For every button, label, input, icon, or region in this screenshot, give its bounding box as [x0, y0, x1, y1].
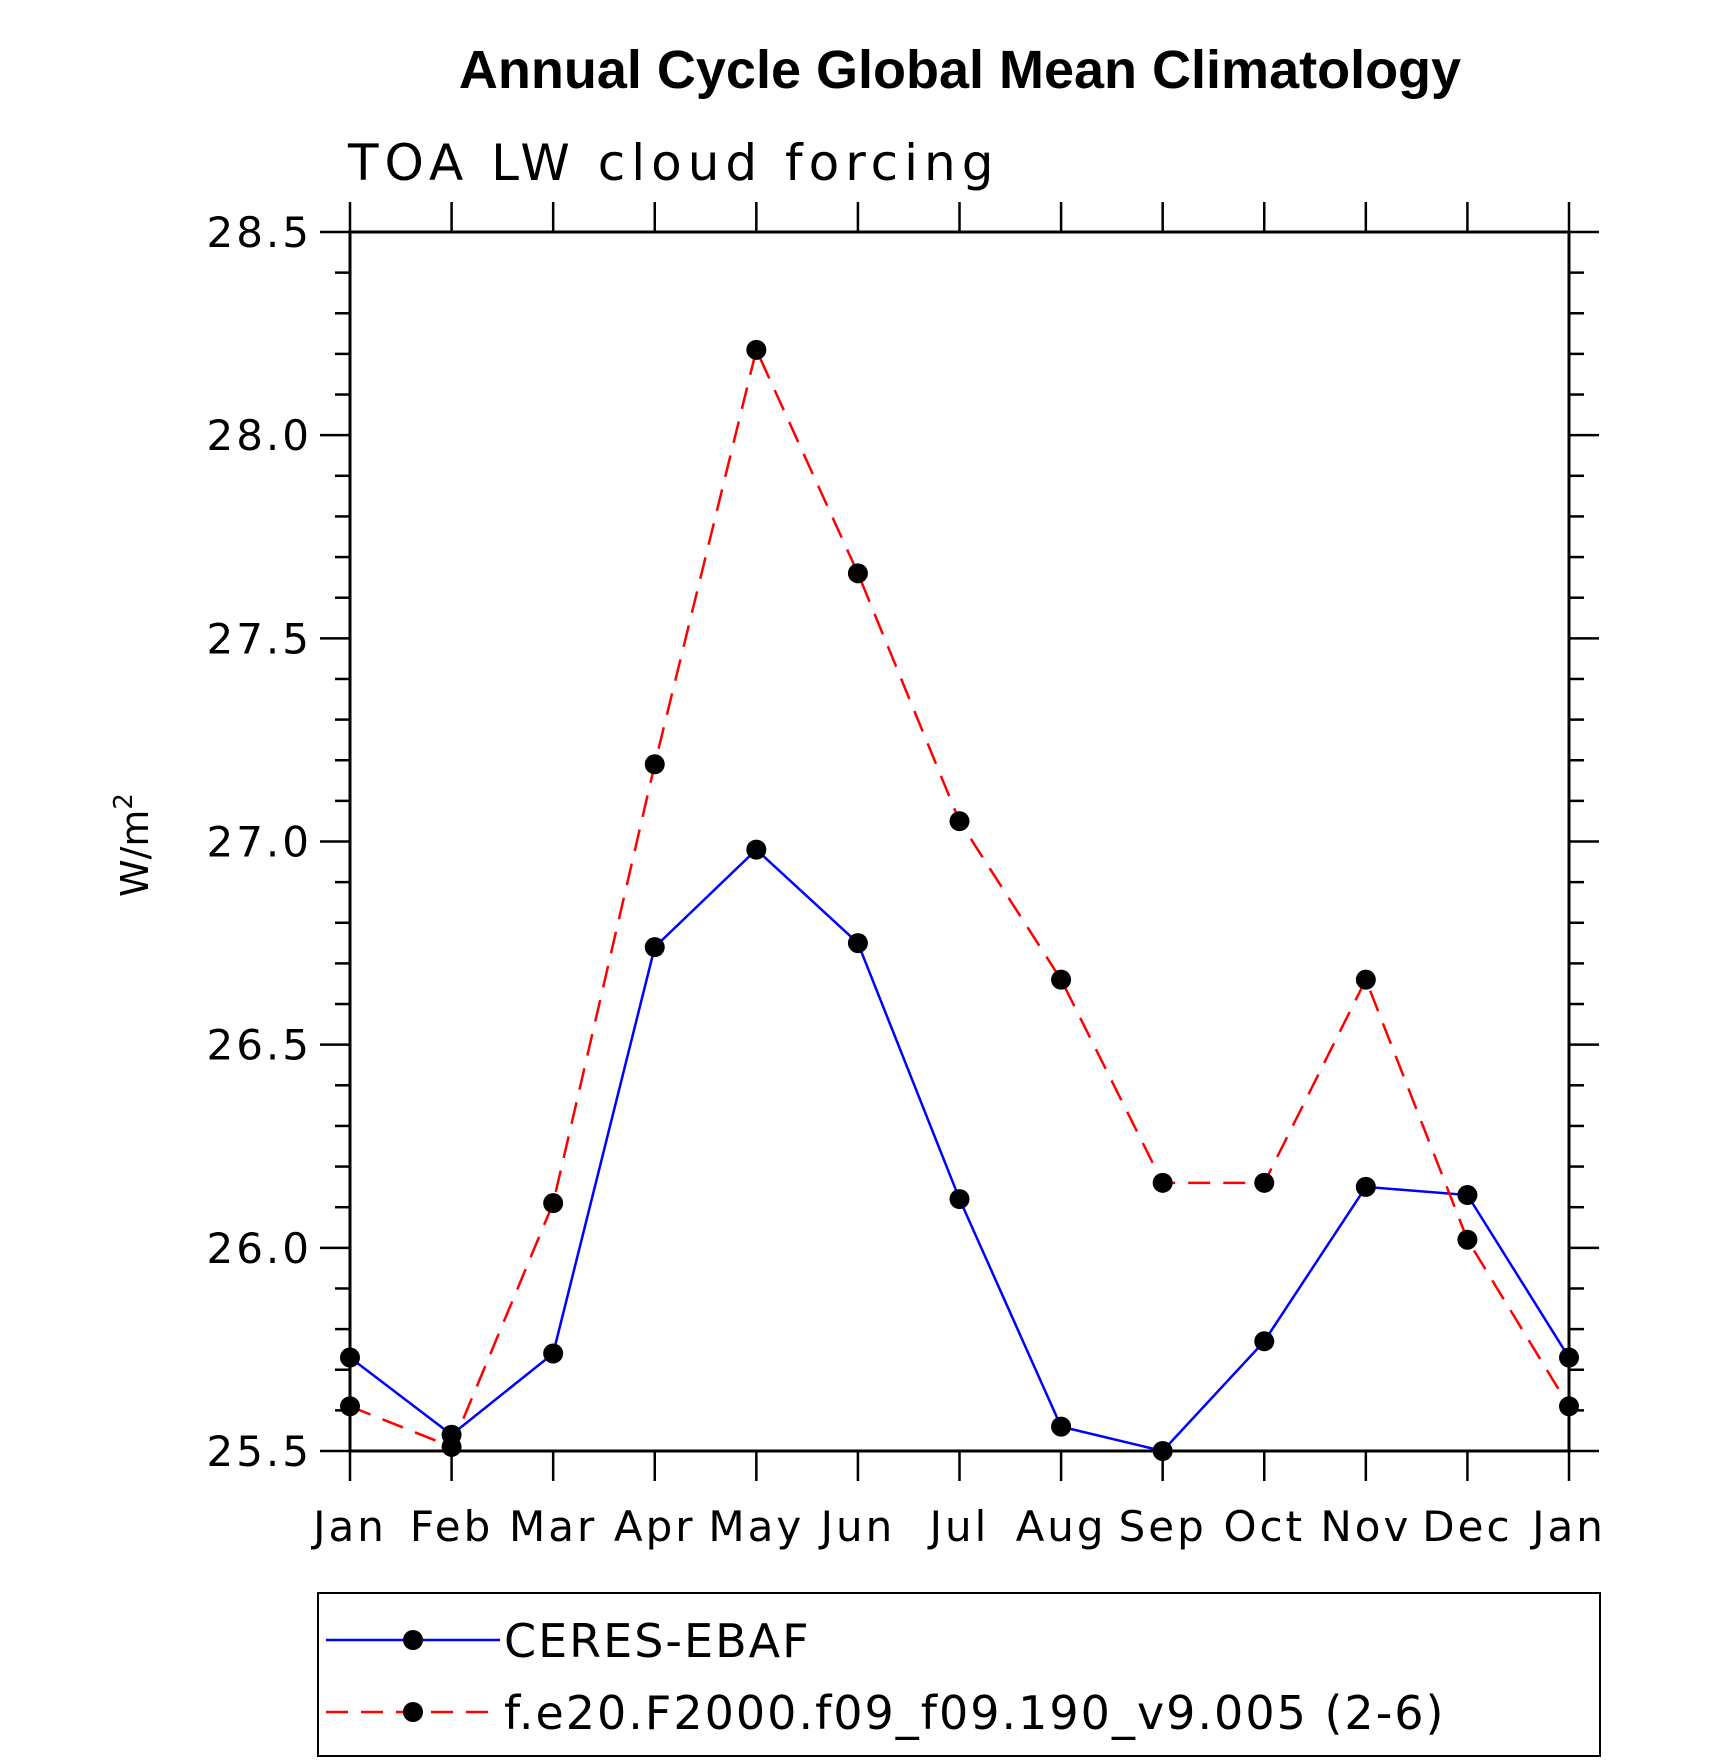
data-point-series-0	[644, 937, 665, 958]
data-point-series-1	[644, 754, 665, 775]
y-tick-label: 27.5	[206, 614, 312, 663]
x-tick-label: Sep	[1119, 1502, 1207, 1551]
data-point-series-1	[441, 1436, 462, 1457]
data-point-series-1	[746, 339, 767, 360]
legend-marker-model	[403, 1702, 423, 1722]
x-tick-label: Feb	[410, 1502, 493, 1551]
chart-title: Annual Cycle Global Mean Climatology	[459, 40, 1461, 100]
x-tick-label: Apr	[614, 1502, 696, 1551]
data-point-series-0	[1254, 1331, 1275, 1352]
data-point-series-1	[1457, 1229, 1478, 1250]
data-point-series-0	[746, 839, 767, 860]
y-axis-label: W/m2	[109, 793, 157, 897]
x-tick-label: Jan	[310, 1502, 387, 1551]
chart-subtitle: TOA LW cloud forcing	[347, 134, 999, 192]
data-point-series-0	[340, 1347, 360, 1368]
x-tick-label: Nov	[1320, 1502, 1411, 1551]
x-tick-label: Jul	[927, 1502, 990, 1551]
y-axis-label-superscript: 2	[109, 793, 139, 810]
legend-box	[317, 1592, 1601, 1757]
x-tick-label: Jan	[1529, 1502, 1606, 1551]
x-tick-label: Jun	[818, 1502, 896, 1551]
legend-label-model: f.e20.F2000.f09_f09.190_v9.005 (2-6)	[504, 1686, 1446, 1740]
data-point-series-1	[1152, 1172, 1173, 1193]
data-point-series-0	[847, 933, 868, 954]
legend-marker-ceres	[403, 1630, 423, 1650]
y-tick-label: 25.5	[206, 1427, 312, 1476]
x-tick-label: May	[708, 1502, 804, 1551]
labels-layer: Jan Feb Mar Apr May Jun Jul Aug Sep Oct Nov Dec Jan 2…	[206, 208, 1606, 1551]
y-tick-label: 28.5	[206, 208, 312, 257]
data-point-series-1	[1254, 1172, 1275, 1193]
data-point-series-1	[1559, 1396, 1579, 1417]
series-layer	[340, 339, 1579, 1461]
data-point-series-0	[1051, 1416, 1072, 1437]
data-point-series-1	[543, 1193, 564, 1214]
x-tick-label: Oct	[1223, 1502, 1305, 1551]
legend-item-ceres: CERES-EBAF	[326, 1614, 811, 1668]
y-tick-label: 27.0	[206, 818, 312, 867]
y-tick-label: 26.0	[206, 1224, 312, 1273]
ticks-layer	[320, 202, 1599, 1481]
data-point-series-1	[1051, 969, 1072, 990]
data-point-series-0	[1152, 1441, 1173, 1461]
x-tick-label: Dec	[1422, 1502, 1512, 1551]
x-tick-label: Mar	[509, 1502, 597, 1551]
y-tick-label: 28.0	[206, 411, 312, 460]
legend-item-model: f.e20.F2000.f09_f09.190_v9.005 (2-6)	[326, 1686, 1446, 1740]
data-point-series-1	[1355, 969, 1376, 990]
data-point-series-1	[340, 1396, 360, 1417]
legend-label-ceres: CERES-EBAF	[504, 1614, 811, 1668]
data-point-series-0	[1355, 1176, 1376, 1197]
series-line-1	[349, 346, 1571, 1449]
series-line-0	[349, 847, 1571, 1453]
plot-frame	[348, 230, 1571, 1453]
data-point-series-1	[949, 811, 970, 832]
y-axis-label-text: W/m	[113, 810, 157, 897]
data-point-series-0	[949, 1189, 970, 1210]
y-tick-label: 26.5	[206, 1021, 312, 1070]
x-tick-label: Aug	[1016, 1502, 1107, 1551]
data-point-series-1	[847, 563, 868, 584]
data-point-series-0	[543, 1343, 564, 1364]
data-point-series-0	[1559, 1347, 1579, 1368]
data-point-series-0	[1457, 1185, 1478, 1206]
